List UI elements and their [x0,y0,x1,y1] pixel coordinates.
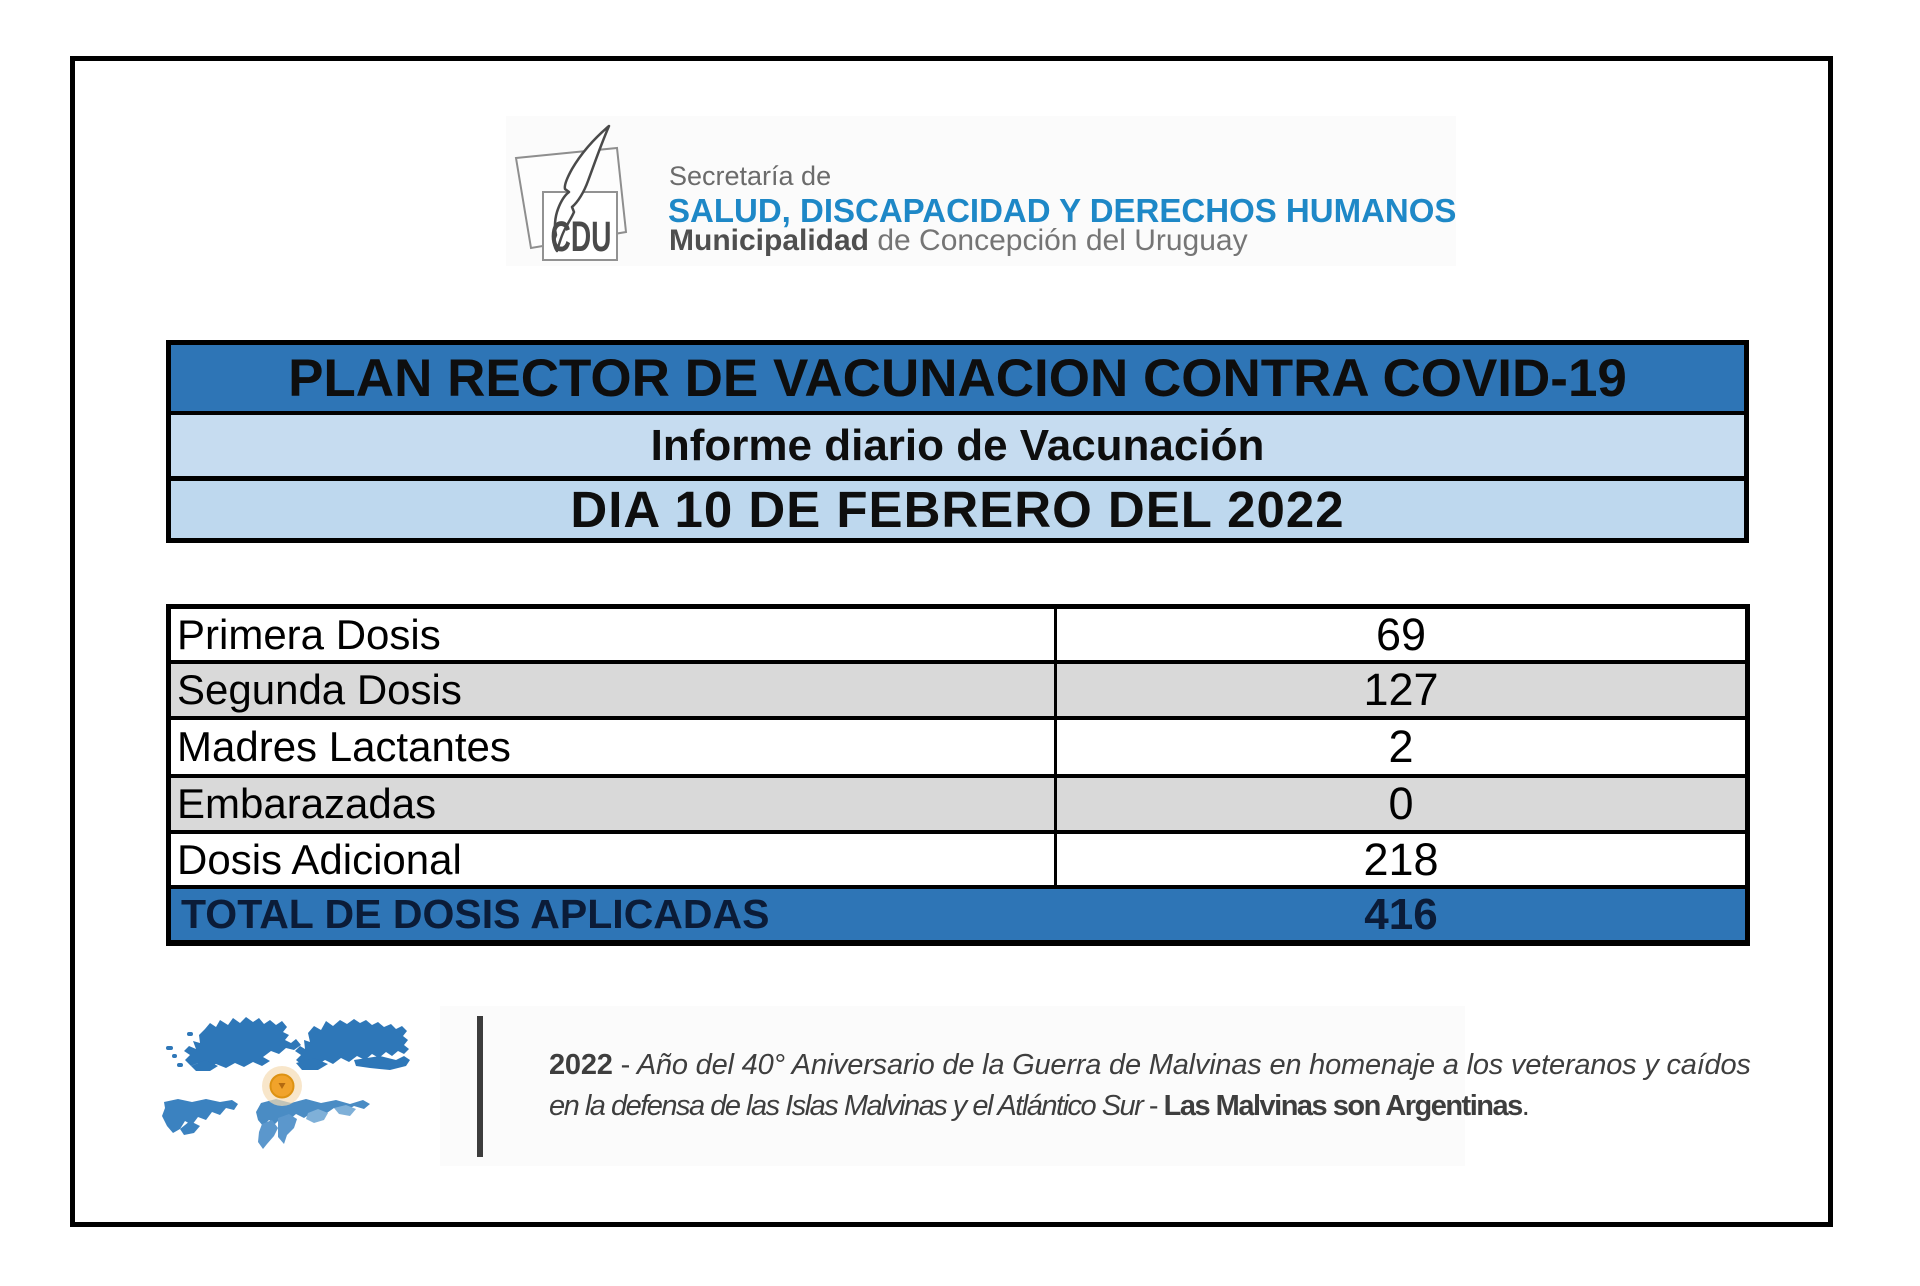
svg-text:CDU: CDU [551,213,612,261]
